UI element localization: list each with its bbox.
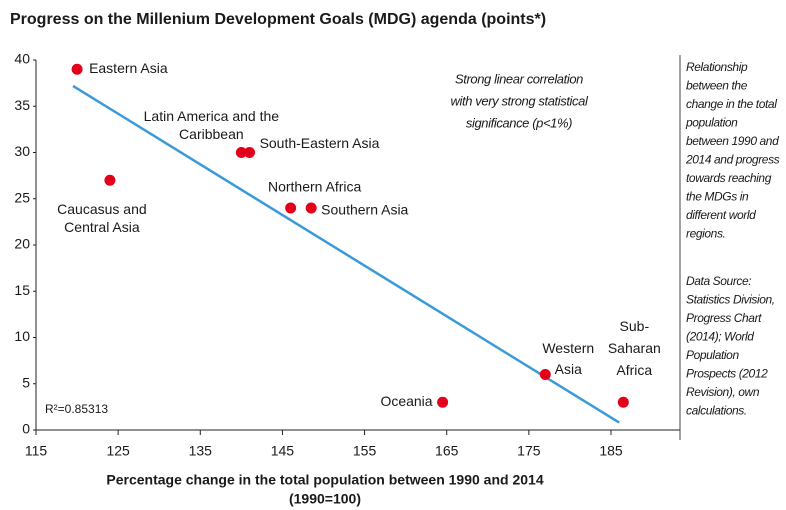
side-note: Progress Chart [686,311,762,325]
y-tick-label: 25 [14,189,30,205]
point-label: Caribbean [179,126,244,142]
point [244,147,256,158]
point [285,202,297,214]
x-tick-label: 155 [353,443,377,459]
annotation: significance (p<1%) [466,115,572,130]
side-note: (2014); World [686,330,754,344]
point [305,202,317,214]
point-label: Caucasus and [57,201,147,217]
point [104,174,116,186]
x-axis-label: Percentage change in the total populatio… [106,472,543,488]
side-note: Prospects (2012 [686,367,768,381]
side-note: different world [686,208,756,222]
x-tick-label: 125 [106,443,130,459]
side-note: between 1990 and [686,134,779,148]
x-tick-label: 165 [435,443,459,459]
x-tick-label: 185 [599,443,623,459]
side-note: change in the total [686,97,777,111]
point-label: Latin America and the [144,108,280,124]
point-label: Sub- [620,318,650,334]
side-note: Revision), own [686,385,760,399]
side-note: the MDGs in [686,190,749,204]
x-tick-label: 115 [25,443,48,459]
chart-title: Progress on the Millenium Development Go… [10,11,546,28]
x-tick-label: 145 [271,443,295,459]
side-note: Data Source: [686,274,751,288]
y-tick-label: 5 [22,374,30,390]
point [617,396,629,408]
point-label: Saharan [608,340,661,356]
point-label: Central Asia [64,219,140,235]
y-tick-label: 0 [22,421,30,437]
side-note: calculations. [686,404,747,418]
side-note: Relationship [686,60,748,74]
side-note: between the [686,79,748,93]
side-note: Statistics Division, [686,293,775,307]
side-note: 2014 and progress [685,153,780,167]
annotation: Strong linear correlation [455,71,583,86]
y-tick-label: 40 [14,51,30,67]
x-axis-label: (1990=100) [289,491,361,507]
point-label: Eastern Asia [89,60,168,76]
y-tick-label: 20 [14,236,30,252]
point [539,369,551,380]
side-note: regions. [686,227,726,241]
side-note: Population [686,348,739,362]
point [235,147,247,158]
point-label: Northern Africa [268,179,362,195]
r-squared: R²=0.85313 [45,402,108,416]
point-label: Western [542,340,594,356]
y-tick-label: 35 [14,97,30,113]
point-label: Oceania [380,393,432,409]
y-tick-label: 30 [14,143,30,159]
annotation: with very strong statistical [451,93,589,108]
trend-line [72,84,620,424]
y-tick-label: 15 [14,282,30,298]
side-note: population [685,116,738,130]
point [437,396,449,408]
side-note: towards reaching [686,171,772,185]
point-label: Asia [555,361,582,377]
x-tick-label: 175 [517,443,541,459]
y-tick-label: 10 [14,328,30,344]
point-label: Southern Asia [321,202,408,218]
x-tick-label: 135 [189,443,213,459]
point-label: South-Eastern Asia [260,135,380,151]
point [71,63,83,75]
point-label: Africa [616,362,652,378]
